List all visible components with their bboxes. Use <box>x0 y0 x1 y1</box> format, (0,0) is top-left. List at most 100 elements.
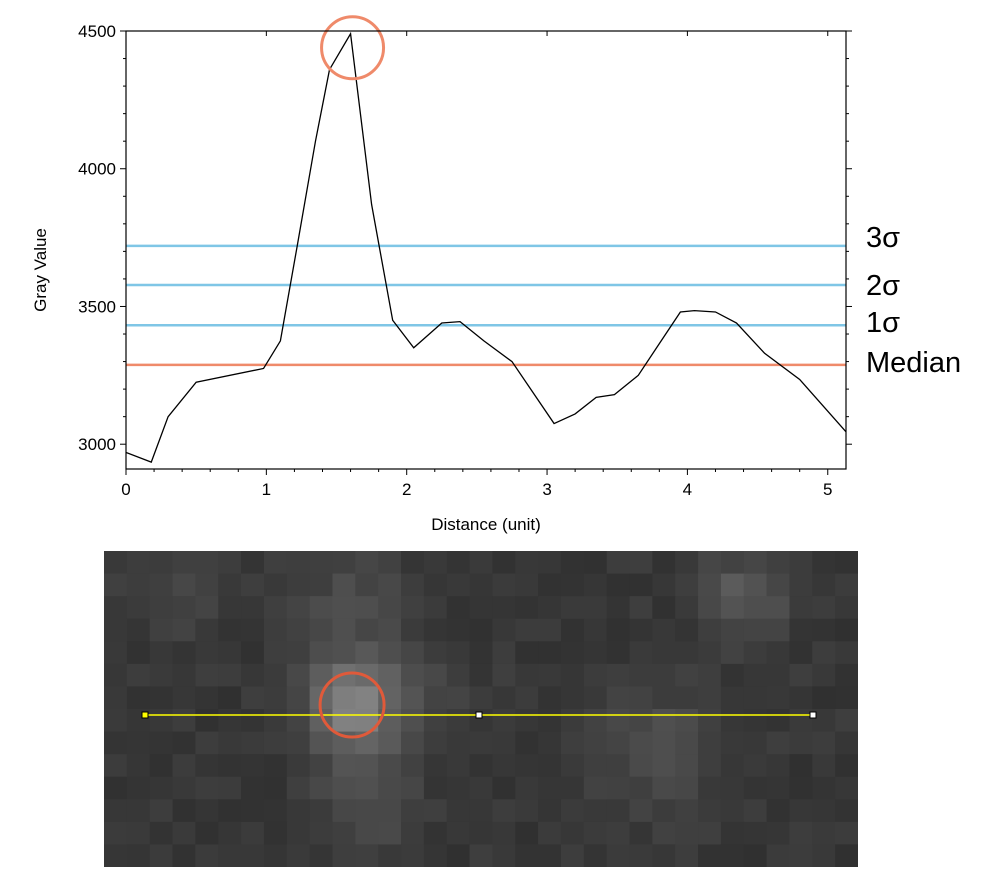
pixel <box>195 799 219 823</box>
pixel <box>423 551 448 575</box>
pixel <box>378 596 402 620</box>
reference-line-label: 3σ <box>866 222 900 254</box>
pixel <box>789 821 813 845</box>
pixel <box>332 821 356 845</box>
pixel <box>355 596 379 620</box>
pixel <box>309 573 333 597</box>
pixel <box>812 596 836 620</box>
pixel <box>835 821 858 845</box>
pixel <box>538 663 562 687</box>
pixel <box>149 776 174 800</box>
pixel <box>286 551 311 575</box>
pixel <box>743 686 768 710</box>
pixel <box>675 618 699 642</box>
pixel <box>446 821 471 845</box>
pixel <box>469 799 493 823</box>
pixel <box>423 596 448 620</box>
pixel <box>492 844 516 867</box>
pixel <box>720 844 745 867</box>
pixel <box>218 596 242 620</box>
pixel <box>423 641 448 665</box>
pixel <box>538 776 562 800</box>
pixel <box>263 731 288 755</box>
pixel <box>378 821 402 845</box>
pixel <box>720 596 745 620</box>
pixel <box>126 844 151 867</box>
x-tick-label: 1 <box>262 480 271 499</box>
x-tick-label: 5 <box>823 480 832 499</box>
pixel <box>126 686 151 710</box>
pixel <box>104 821 128 845</box>
pixel <box>835 686 858 710</box>
pixel <box>195 731 219 755</box>
pixel <box>446 731 471 755</box>
pixel <box>720 776 745 800</box>
pixel <box>104 596 128 620</box>
pixel <box>812 551 836 575</box>
pixel <box>789 641 813 665</box>
pixel <box>652 618 676 642</box>
pixel <box>126 754 151 778</box>
pixel <box>720 731 745 755</box>
pixel <box>263 551 288 575</box>
pixel <box>469 776 493 800</box>
pixel <box>698 799 722 823</box>
pixel <box>423 821 448 845</box>
pixel <box>720 641 745 665</box>
pixel <box>606 776 631 800</box>
pixel <box>309 551 333 575</box>
pixel <box>583 686 608 710</box>
pixel <box>218 754 242 778</box>
profile-line-handle[interactable] <box>475 711 483 719</box>
pixel <box>789 709 813 733</box>
x-tick-label: 4 <box>683 480 692 499</box>
pixel <box>789 551 813 575</box>
peak-marker-circle <box>320 15 386 81</box>
y-tick-label: 3000 <box>78 435 116 454</box>
profile-line-handle[interactable] <box>809 711 817 719</box>
pixel <box>149 754 174 778</box>
pixel <box>698 754 722 778</box>
pixel <box>263 754 288 778</box>
pixel <box>538 618 562 642</box>
pixel <box>560 551 585 575</box>
pixel <box>241 754 265 778</box>
profile-line-handle[interactable] <box>141 711 149 719</box>
pixel <box>675 551 699 575</box>
pixel <box>263 844 288 867</box>
pixel <box>812 641 836 665</box>
pixel <box>401 618 425 642</box>
pixel <box>104 551 128 575</box>
pixel <box>172 686 196 710</box>
x-tick-label: 3 <box>542 480 551 499</box>
pixel <box>583 776 608 800</box>
pixel <box>263 573 288 597</box>
pixel <box>606 573 631 597</box>
pixel <box>652 641 676 665</box>
pixel <box>515 731 539 755</box>
pixel <box>172 641 196 665</box>
pixel <box>469 573 493 597</box>
pixel <box>492 731 516 755</box>
pixel <box>446 709 471 733</box>
pixel <box>423 731 448 755</box>
pixel <box>583 754 608 778</box>
pixel <box>515 573 539 597</box>
pixel <box>286 754 311 778</box>
pixel <box>743 776 768 800</box>
pixel <box>469 618 493 642</box>
pixel <box>309 618 333 642</box>
pixel <box>126 731 151 755</box>
pixel <box>355 821 379 845</box>
pixel <box>149 799 174 823</box>
pixel <box>446 799 471 823</box>
pixel <box>172 799 196 823</box>
pixel <box>538 596 562 620</box>
pixel <box>355 686 379 710</box>
pixel <box>606 618 631 642</box>
pixel <box>698 573 722 597</box>
pixel <box>720 618 745 642</box>
pixel <box>835 844 858 867</box>
pixel <box>675 709 699 733</box>
pixel <box>218 573 242 597</box>
